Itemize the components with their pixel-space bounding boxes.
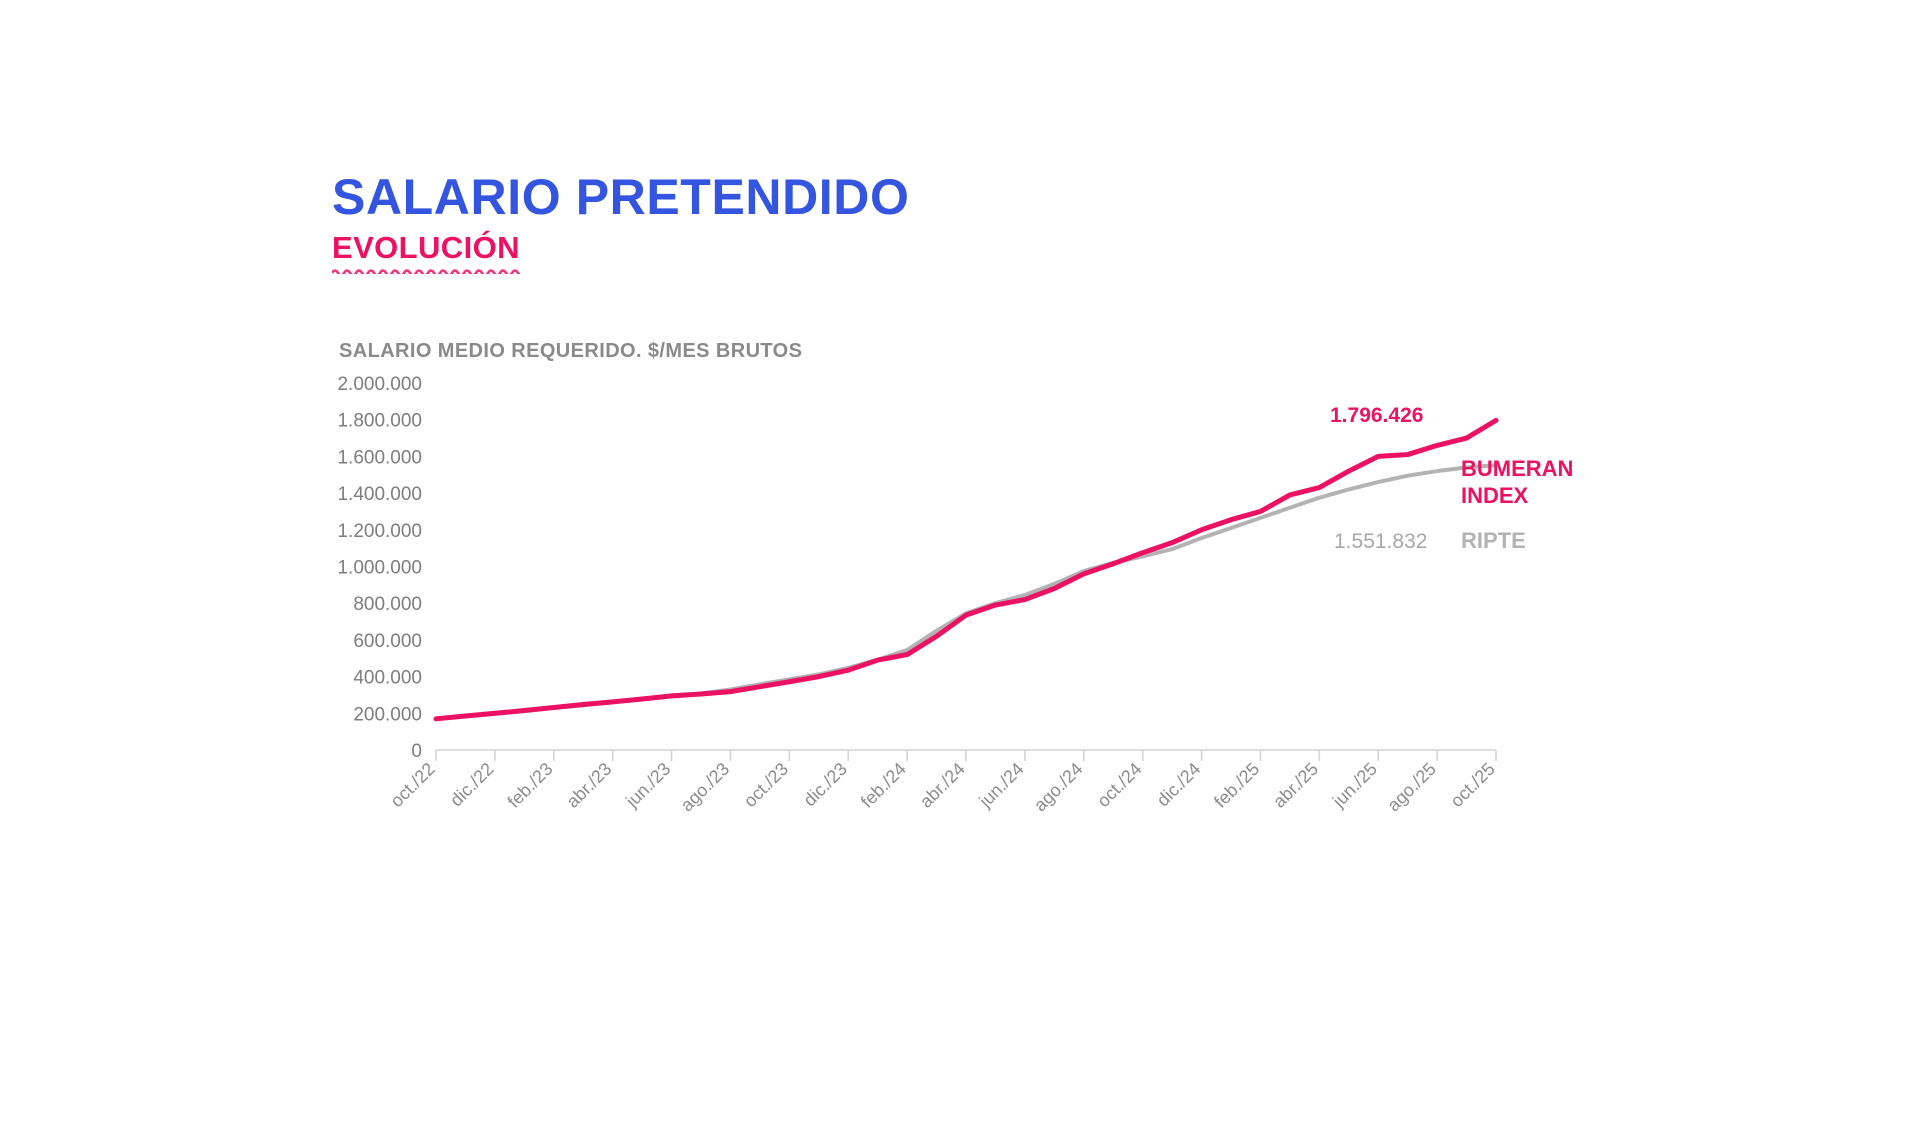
- legend-bumeran-line1: BUMERAN: [1461, 456, 1574, 481]
- y-axis-tick-label: 0: [411, 741, 422, 762]
- chart-plot: 2.000.000 1.800.000 1.600.000 1.400.000 1.20…: [330, 375, 1510, 935]
- x-axis-tick-label: ago./25: [1383, 759, 1440, 816]
- x-axis-tick-label: dic./23: [799, 759, 851, 811]
- subtitle-wrap: EVOLUCIÓN: [332, 230, 520, 274]
- legend-bumeran-line2: INDEX: [1461, 482, 1529, 508]
- legend-item-bumeran-index: BUMERAN INDEX: [1461, 456, 1573, 510]
- x-axis-tick-label: feb./25: [1210, 759, 1263, 812]
- x-axis-tick-label: abr./23: [562, 759, 615, 812]
- y-axis-tick-label: 400.000: [353, 668, 422, 689]
- bumeran-last-value-label: 1.796.426: [1330, 404, 1424, 427]
- page-subtitle: EVOLUCIÓN: [332, 230, 520, 265]
- y-axis-tick-label: 800.000: [353, 594, 422, 615]
- x-axis-tick-label: feb./23: [504, 759, 557, 812]
- page-title: SALARIO PRETENDIDO: [332, 169, 910, 225]
- x-axis-tick-label: feb./24: [857, 759, 910, 812]
- series-line-bumeran-index: [433, 417, 1499, 722]
- x-axis-labels: oct./22 dic./22 feb./23 abr./23 jun./23 ago./…: [386, 759, 1498, 816]
- y-axis-tick-label: 1.200.000: [337, 521, 422, 542]
- x-axis-tick-label: ago./23: [677, 759, 734, 816]
- y-axis-tick-label: 2.000.000: [337, 375, 422, 395]
- x-axis-tick-label: abr./24: [916, 759, 969, 812]
- ripte-last-value-label: 1.551.832: [1334, 530, 1428, 553]
- series-lines: [433, 417, 1499, 722]
- x-axis-tick-label: oct./24: [1093, 759, 1145, 811]
- series-line-ripte: [434, 463, 1498, 721]
- x-axis-tick-label: abr./25: [1269, 759, 1322, 812]
- y-axis-tick-label: 600.000: [353, 631, 422, 652]
- x-axis-tick-label: ago./24: [1030, 759, 1087, 816]
- x-axis-tick-label: jun./23: [621, 759, 674, 812]
- y-axis-labels: 2.000.000 1.800.000 1.600.000 1.400.000 1.20…: [337, 375, 422, 762]
- x-axis-tick-label: oct./23: [740, 759, 792, 811]
- y-axis-tick-label: 1.000.000: [337, 558, 422, 579]
- x-axis-tick-label: oct./22: [386, 759, 438, 811]
- x-axis-tick-label: jun./25: [1328, 759, 1381, 812]
- x-axis-tick-label: jun./24: [975, 759, 1028, 812]
- squiggle-underline-decoration: [332, 264, 520, 274]
- legend-item-ripte: RIPTE: [1461, 528, 1526, 553]
- x-axis: [435, 749, 1497, 761]
- x-axis-tick-label: oct./25: [1446, 759, 1498, 811]
- title-block: SALARIO PRETENDIDO EVOLUCIÓN: [332, 169, 910, 274]
- y-axis-tick-label: 1.600.000: [337, 447, 422, 468]
- x-axis-tick-label: dic./24: [1153, 759, 1205, 811]
- x-axis-tick-label: dic./22: [446, 759, 498, 811]
- y-axis-tick-label: 200.000: [353, 704, 422, 725]
- chart-caption: SALARIO MEDIO REQUERIDO. $/MES BRUTOS: [339, 340, 803, 362]
- y-axis-tick-label: 1.400.000: [337, 484, 422, 505]
- y-axis-tick-label: 1.800.000: [337, 411, 422, 432]
